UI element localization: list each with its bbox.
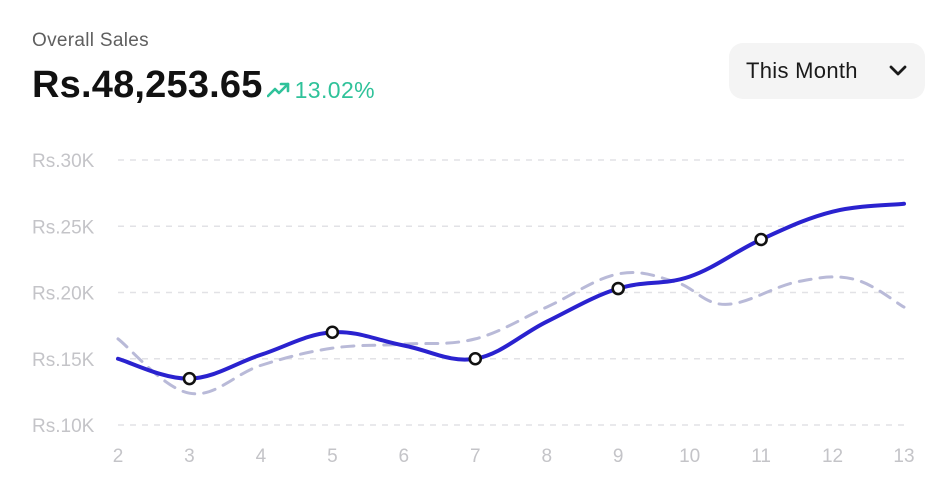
x-tick-label: 12	[822, 446, 843, 467]
sales-change-percent: 13.02%	[294, 76, 376, 103]
card-subtitle: Overall Sales	[32, 30, 149, 51]
x-tick-label: 3	[184, 446, 195, 467]
data-point	[182, 371, 197, 386]
data-point	[468, 351, 483, 366]
x-tick-label: 7	[470, 446, 481, 467]
y-tick-label: Rs.10K	[32, 416, 95, 437]
y-tick-label: Rs.15K	[32, 350, 95, 371]
x-tick-label: 11	[751, 446, 771, 467]
data-point	[754, 232, 768, 247]
x-tick-label: 6	[399, 446, 410, 467]
comparison-series-line	[116, 271, 906, 396]
y-tick-label: Rs.25K	[32, 217, 95, 238]
y-tick-label: Rs.30K	[32, 151, 95, 172]
x-tick-label: 8	[541, 446, 552, 467]
trending-up-icon	[266, 82, 289, 98]
x-tick-label: 13	[893, 446, 914, 467]
y-tick-label: Rs.20K	[32, 284, 95, 305]
sales-series-line	[116, 201, 906, 381]
chevron-down-icon	[889, 65, 907, 76]
data-point	[325, 325, 340, 340]
x-tick-label: 9	[613, 446, 624, 467]
x-tick-label: 4	[256, 446, 267, 467]
x-tick-label: 5	[327, 446, 338, 467]
period-dropdown[interactable]: This Month	[729, 43, 925, 99]
sales-amount: Rs.48,253.65	[32, 64, 263, 106]
sales-summary: Rs.48,253.65 13.02%	[32, 64, 375, 108]
x-tick-label: 10	[679, 446, 700, 467]
trend-indicator: 13.02%	[266, 76, 376, 104]
sales-line-chart: Rs.30K Rs.25K Rs.20K Rs.15K Rs.10K 2 3 4 5 6 7 8 9 10…	[32, 151, 915, 467]
period-dropdown-label: This Month	[746, 58, 858, 83]
data-point	[611, 281, 625, 296]
x-tick-label: 2	[113, 446, 124, 467]
